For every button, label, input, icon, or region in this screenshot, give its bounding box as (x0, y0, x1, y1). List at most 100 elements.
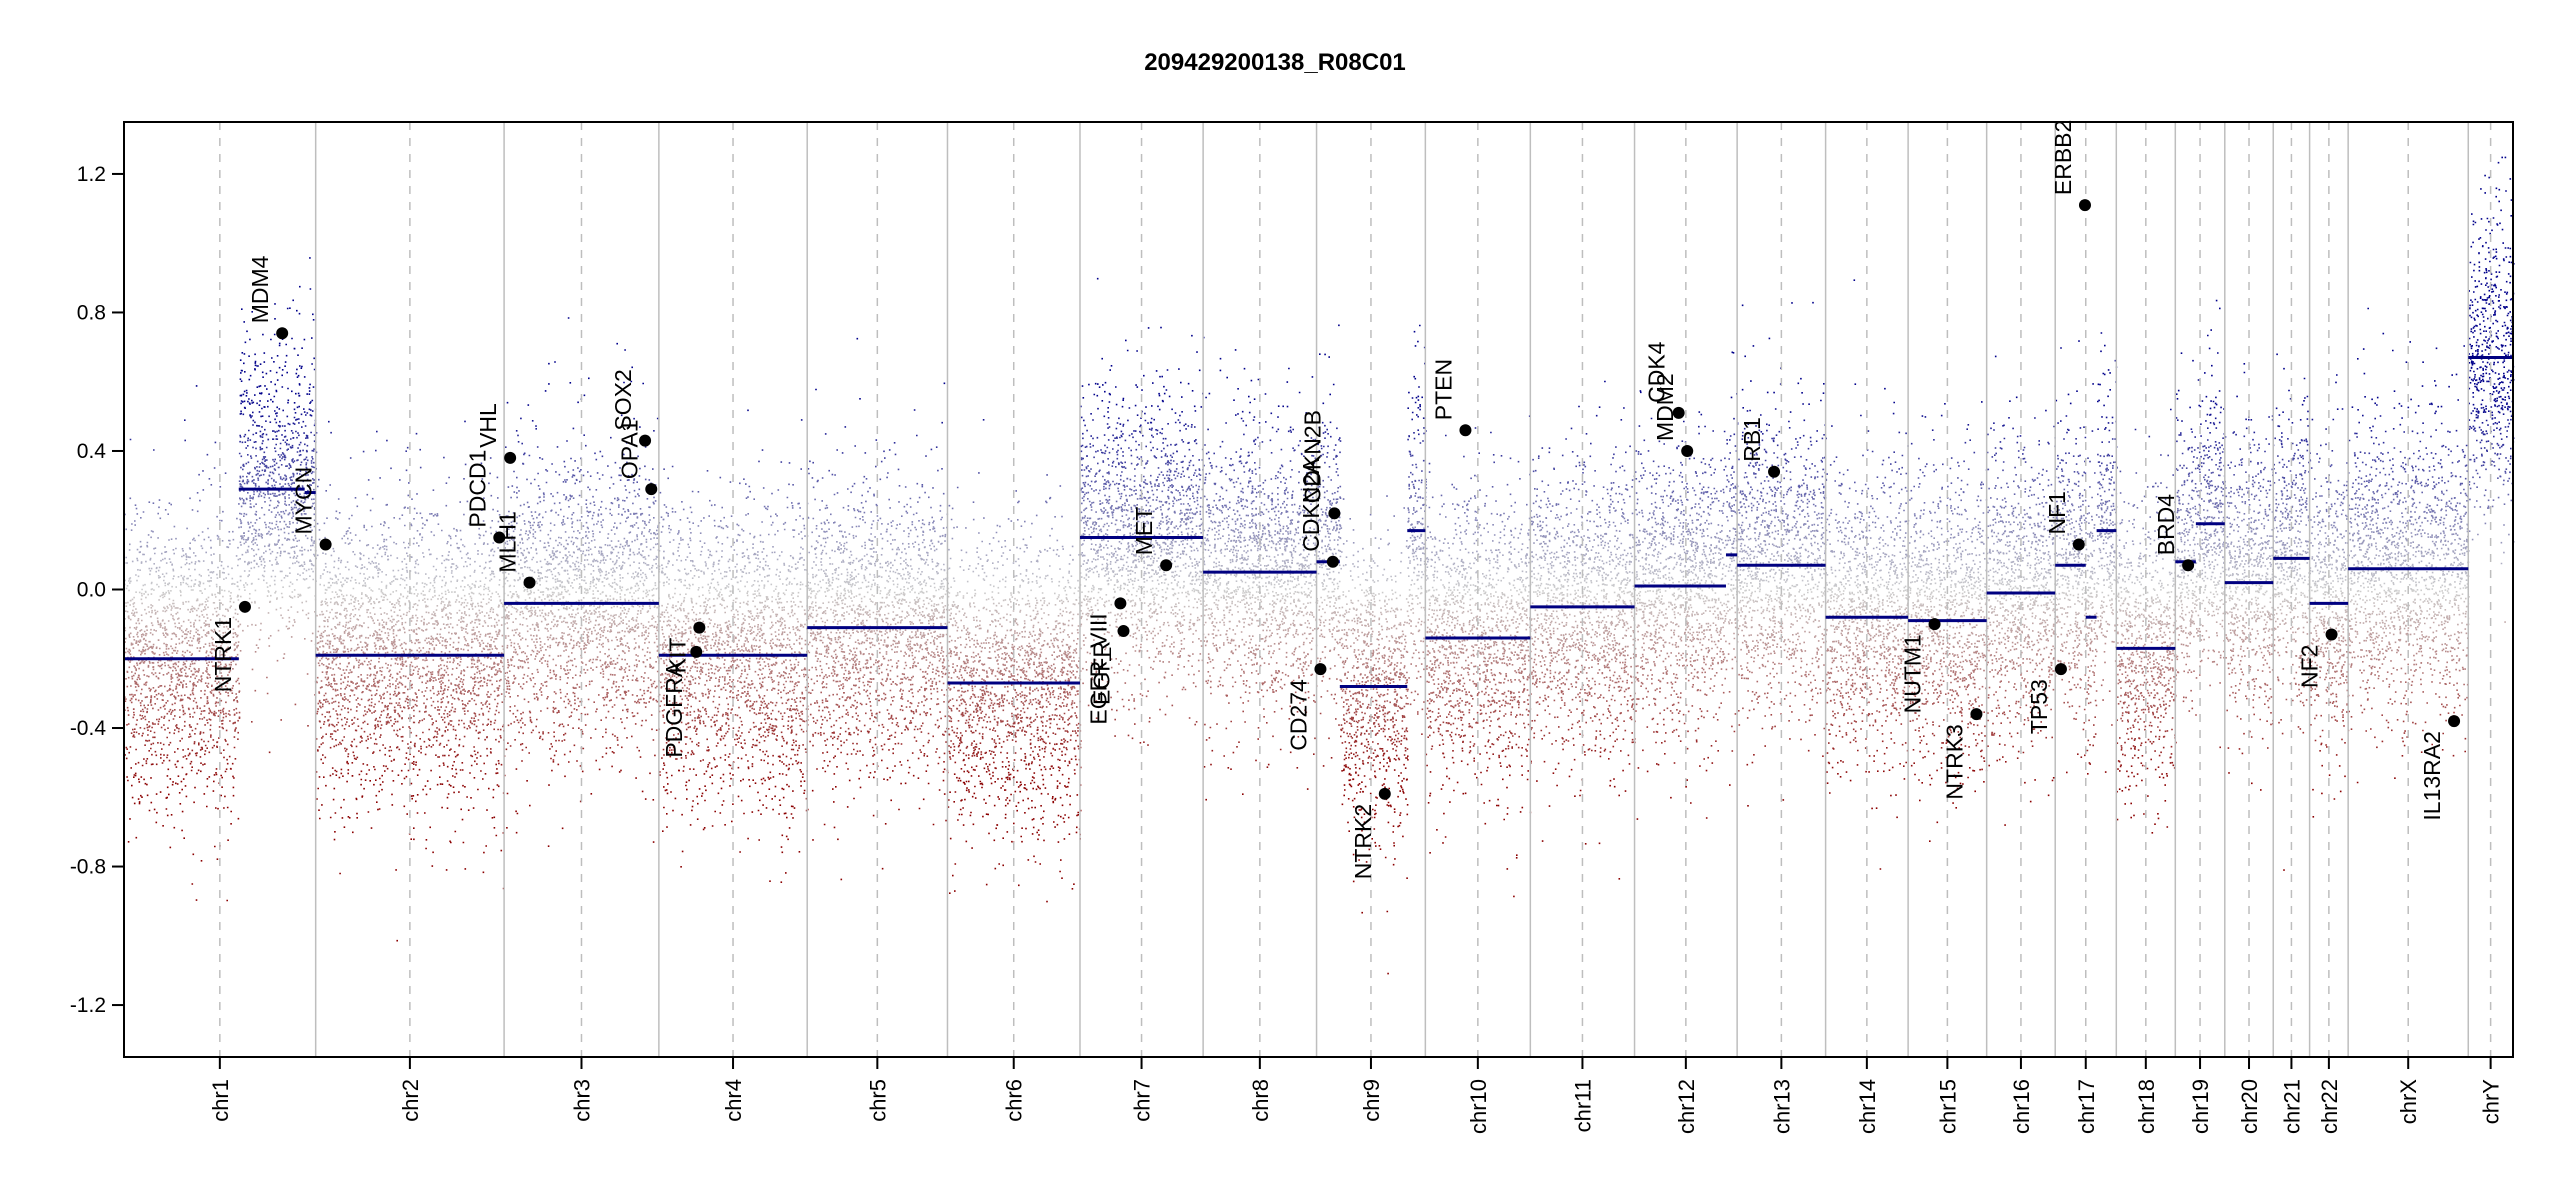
probe-point-group (224, 472, 2507, 475)
x-axis: chr1 chr2 chr3 chr4 chr5 chr6 chr7 chr8 chr9 chr1… (208, 1056, 2504, 1134)
probe-point-group (252, 423, 2489, 427)
probe-point-group (131, 675, 2451, 678)
probe-point-group (130, 643, 2448, 647)
probe-point-group (256, 459, 2510, 463)
probe-point-group (187, 640, 2459, 642)
x-tick-label-chr1: chr1 (208, 1079, 233, 1122)
probe-point-group (127, 658, 2455, 662)
probe-point-group (137, 575, 2470, 578)
probe-point-group (150, 606, 2460, 610)
probe-point-group (126, 775, 2161, 779)
gene-point-cdkn2b (1328, 507, 1341, 520)
probe-point-group (129, 438, 2308, 441)
probe-point-group (247, 521, 2462, 524)
probe-point-group (1092, 437, 2077, 440)
probe-point-group (173, 524, 2462, 528)
probe-point-group (183, 655, 2458, 658)
probe-point-group (188, 752, 2244, 756)
x-tick-label-chr16: chr16 (2009, 1079, 2034, 1134)
probe-point-group (149, 569, 2419, 572)
probe-point-group (140, 692, 2334, 695)
x-tick-label-chry: chrY (2479, 1079, 2504, 1125)
gene-point-pdgfra (690, 645, 703, 658)
probe-point-group (129, 497, 2456, 500)
probe-point-group (138, 622, 2153, 625)
probe-point-group (208, 712, 2450, 715)
probe-point-group (249, 494, 2486, 497)
probe-point-group (185, 554, 2435, 558)
probe-point-group (134, 519, 2456, 522)
probe-point-group (241, 400, 2514, 403)
gene-label-mdm2: MDM2 (1652, 373, 1678, 441)
probe-point-group (184, 439, 2483, 442)
probe-point-group (259, 430, 2508, 433)
gene-point-cdk4 (1672, 406, 1685, 419)
probe-point-group (210, 546, 2467, 549)
probe-point-group (377, 637, 2435, 639)
gene-point-nf1 (2072, 538, 2085, 551)
gene-point-brd4 (2182, 559, 2195, 572)
y-axis: -1.2 -0.8 -0.4 0.0 0.4 0.8 1.2 (70, 163, 125, 1017)
probe-point-group (197, 534, 2459, 537)
probe-point-group (181, 766, 1894, 769)
probe-point-group (182, 553, 2466, 557)
probe-point-group (125, 562, 2503, 565)
gene-point-ntrk2 (1378, 787, 1391, 800)
probe-point-group (150, 776, 2396, 780)
probe-point-group (161, 593, 2458, 597)
probe-point-group (258, 404, 2504, 407)
probe-point-group (133, 731, 2305, 734)
probe-point-group (138, 667, 2403, 670)
probe-point-group (157, 619, 2446, 623)
gene-point-met (1160, 559, 1173, 572)
probe-point-group (166, 774, 2346, 778)
probe-points (124, 156, 2515, 975)
probe-point-group (242, 463, 2493, 466)
probe-point-group (182, 755, 1983, 758)
probe-point-group (140, 661, 2458, 664)
probe-point-group (208, 477, 2511, 480)
probe-point-group (240, 505, 2494, 508)
probe-point-group (215, 595, 2470, 599)
probe-point-group (249, 403, 251, 405)
probe-point-group (129, 599, 2451, 602)
probe-point-group (143, 778, 145, 781)
probe-point-group (133, 596, 2444, 599)
probe-point-group (238, 502, 2506, 506)
probe-point-group (252, 411, 2501, 414)
probe-point-group (133, 773, 2331, 777)
chromosome-separators (219, 122, 2492, 1057)
probe-point-group (137, 568, 2442, 572)
probe-point-group (129, 577, 2463, 580)
gene-point-mdm2 (1681, 444, 1694, 457)
probe-point-group (198, 473, 2454, 477)
probe-point-group (196, 510, 2434, 513)
probe-point-group (127, 709, 2350, 713)
probe-point-group (254, 420, 2500, 424)
probe-point-group (152, 666, 2352, 668)
probe-point-group (132, 695, 2461, 698)
probe-point-group (243, 435, 2246, 438)
probe-point-group (208, 585, 2435, 587)
probe-point-group (135, 668, 2461, 672)
gene-label-nf1: NF1 (2044, 491, 2070, 534)
probe-point-group (125, 677, 2444, 680)
probe-point-group (620, 414, 2494, 417)
probe-point-group (240, 520, 2463, 523)
probe-point-group (1149, 481, 1671, 483)
probe-point-group (202, 488, 2487, 492)
probe-point-group (415, 761, 1907, 764)
probe-point-group (240, 535, 2469, 538)
probe-point-group (155, 566, 2452, 570)
probe-point-group (260, 533, 2091, 535)
probe-point-group (252, 433, 2486, 436)
probe-point-group (239, 490, 2399, 493)
probe-point-group (135, 590, 2458, 594)
x-tick-label-chr13: chr13 (1769, 1079, 1794, 1134)
x-tick-label-chr12: chr12 (1674, 1079, 1699, 1134)
probe-point-group (240, 521, 2445, 524)
probe-point-group (236, 517, 2463, 520)
probe-point-group (239, 476, 2499, 480)
gene-point-ntrk3 (1970, 708, 1983, 721)
